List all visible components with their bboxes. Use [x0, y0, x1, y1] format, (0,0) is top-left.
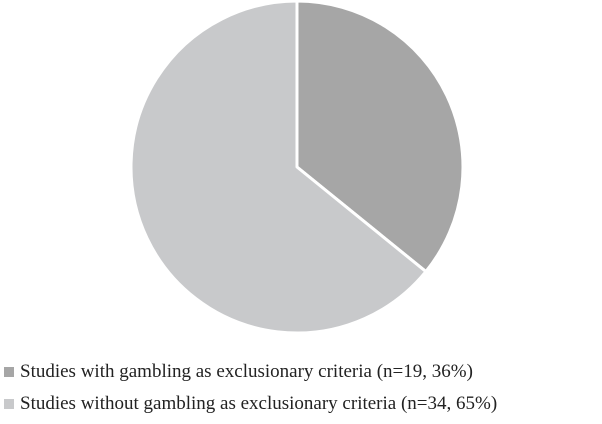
legend-label-with-gambling: Studies with gambling as exclusionary cr… — [20, 361, 473, 382]
pie-slice-with-gambling — [295, 0, 465, 274]
chart-legend: Studies with gambling as exclusionary cr… — [0, 356, 602, 420]
pie-slice-without-gambling — [129, 0, 428, 335]
pie-plot-area — [129, 0, 465, 335]
legend-item-with-gambling: Studies with gambling as exclusionary cr… — [0, 356, 602, 388]
legend-swatch-with-gambling — [4, 367, 14, 377]
legend-label-without-gambling: Studies without gambling as exclusionary… — [20, 393, 498, 414]
legend-swatch-without-gambling — [4, 399, 14, 409]
legend-item-without-gambling: Studies without gambling as exclusionary… — [0, 388, 602, 420]
